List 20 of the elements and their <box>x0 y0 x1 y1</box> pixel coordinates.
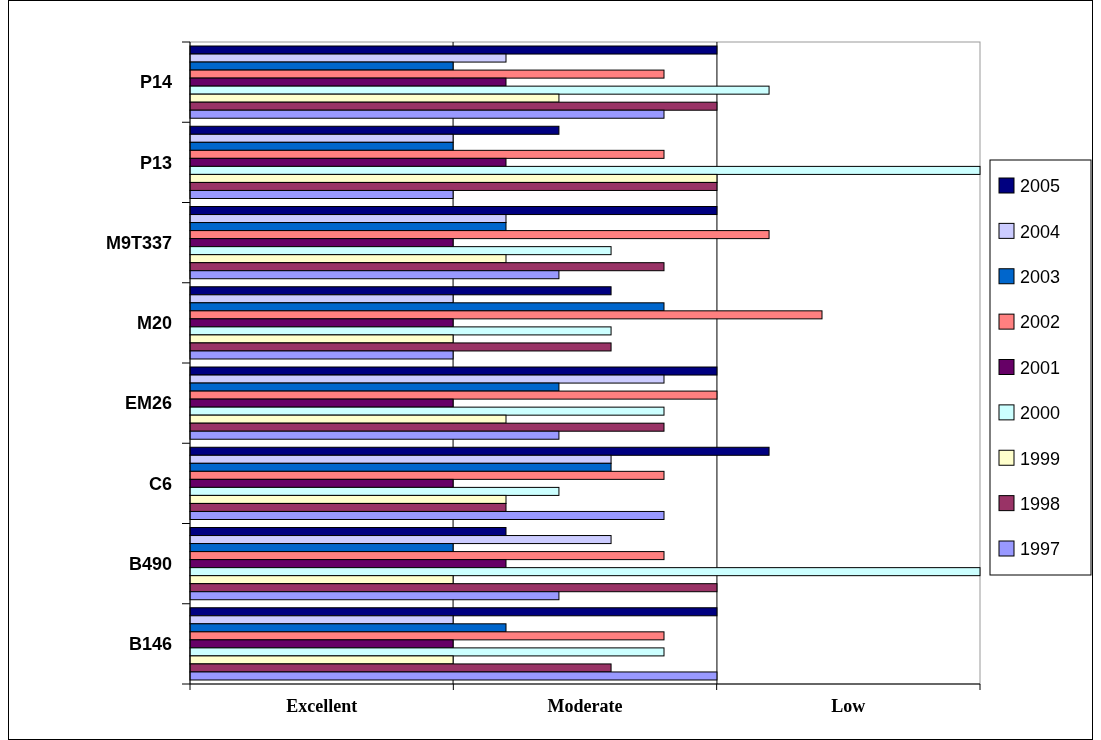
y-tick-label: C6 <box>148 473 172 494</box>
legend-label: 1998 <box>1020 493 1061 514</box>
y-tick-label: M20 <box>136 313 172 334</box>
y-tick-label: B146 <box>128 634 172 655</box>
y-tick-label: P13 <box>139 152 172 173</box>
legend-label: 2004 <box>1020 221 1061 242</box>
y-tick-label: B490 <box>128 553 172 574</box>
legend-label: 1997 <box>1020 539 1061 560</box>
text: Excellent <box>286 696 358 716</box>
text: Low <box>831 696 866 716</box>
y-tick-label: EM26 <box>124 393 172 414</box>
legend-label: 2001 <box>1020 357 1061 378</box>
text: Moderate <box>547 696 623 716</box>
y-tick-label: M9T337 <box>105 232 172 253</box>
legend-label: 2000 <box>1020 403 1061 424</box>
legend-label: 2002 <box>1020 312 1061 333</box>
y-tick-label: P14 <box>139 72 172 93</box>
legend-label: 2005 <box>1020 176 1061 197</box>
legend-label: 2003 <box>1020 267 1061 288</box>
legend-label: 1999 <box>1020 448 1061 469</box>
